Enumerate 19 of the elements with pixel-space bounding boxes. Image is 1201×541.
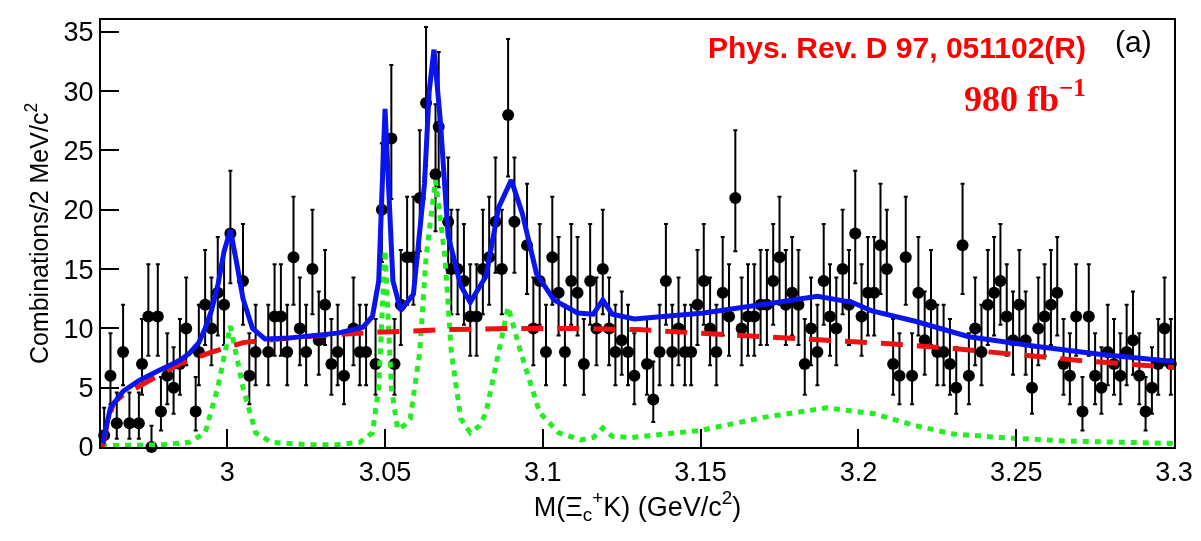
y-tick-label: 20 [63,195,94,226]
annotation: (a) [1115,25,1152,58]
y-tick-label: 5 [78,373,94,404]
x-tick-label: 3.15 [674,457,727,488]
y-tick-label: 0 [78,432,94,463]
y-tick-label: 35 [63,17,94,48]
x-tick-label: 3.1 [524,457,562,488]
x-tick-label: 3.2 [839,457,878,488]
x-tick-label: 3.3 [1155,457,1193,488]
x-tick-label: 3 [219,457,235,488]
x-axis-title: M(Ξ$_{c}$$^{+}$K) (GeV/c$^{2}$) [533,487,742,526]
y-tick-label: 15 [63,254,94,285]
annotation: 980 fb$^{−1}$ [964,74,1086,120]
annotation: Phys. Rev. D 97, 051102(R) [708,31,1086,64]
y-tick-label: 30 [63,76,94,107]
y-tick-label: 25 [63,135,94,166]
x-tick-label: 3.25 [989,457,1043,488]
y-tick-label: 10 [63,313,94,344]
x-tick-label: 3.05 [358,457,412,488]
